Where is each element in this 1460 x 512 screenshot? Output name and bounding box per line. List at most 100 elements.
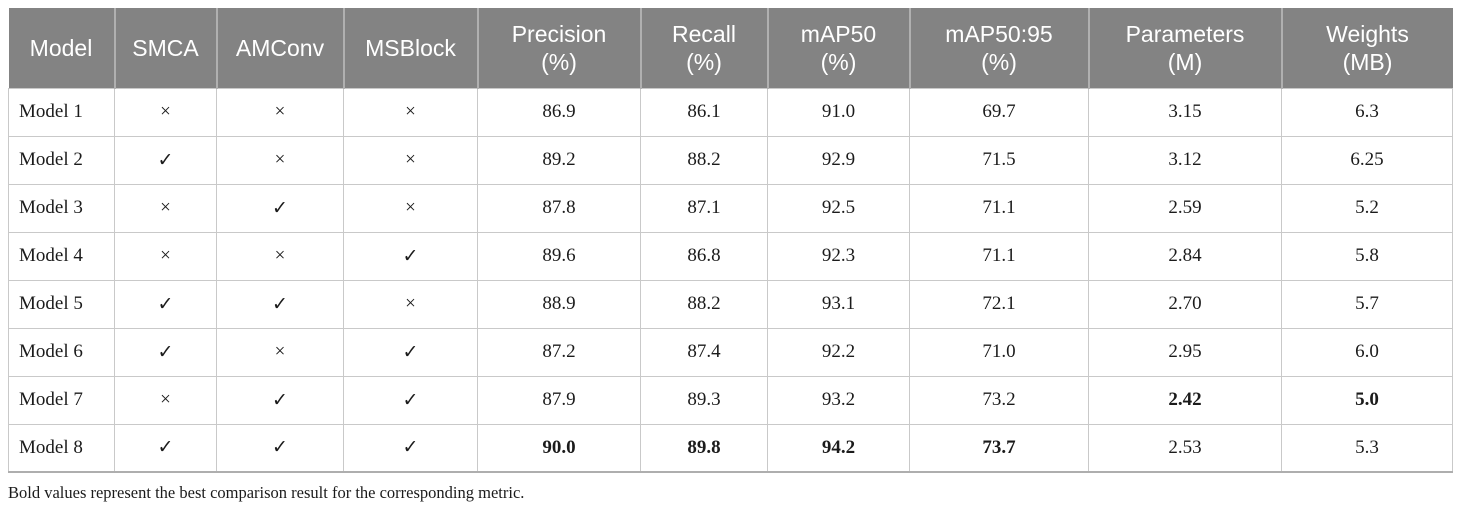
check-mark: ✓ xyxy=(114,279,217,329)
check-mark: ✓ xyxy=(216,183,344,233)
table-body: Model 1 × × × 86.9 86.1 91.0 69.7 3.15 6.3 Model 2… xyxy=(8,87,1453,473)
metric-value-cell: 89.2 xyxy=(477,135,641,185)
cross-mark: × xyxy=(343,87,478,137)
model-name-cell: Model 6 xyxy=(8,327,115,377)
model-name-cell: Model 3 xyxy=(8,183,115,233)
metric-value-cell: 73.7 xyxy=(909,423,1089,473)
column-header: mAP50 (%) xyxy=(766,8,910,88)
metric-value-cell: 72.1 xyxy=(909,279,1089,329)
column-header: SMCA xyxy=(113,8,217,88)
check-mark: ✓ xyxy=(343,327,478,377)
column-header: Weights (MB) xyxy=(1280,8,1453,88)
column-header: Parameters (M) xyxy=(1087,8,1282,88)
metric-value-cell: 89.6 xyxy=(477,231,641,281)
model-name-cell: Model 7 xyxy=(8,375,115,425)
metric-value-cell: 87.2 xyxy=(477,327,641,377)
metric-value-cell: 2.59 xyxy=(1088,183,1282,233)
cross-mark: × xyxy=(216,87,344,137)
metric-value-cell: 71.1 xyxy=(909,231,1089,281)
check-mark: ✓ xyxy=(216,423,344,473)
metric-value-cell: 93.1 xyxy=(767,279,910,329)
metric-value-cell: 92.9 xyxy=(767,135,910,185)
table-row: Model 4 × × ✓ 89.6 86.8 92.3 71.1 2.84 5.8 xyxy=(8,231,1453,281)
table-row: Model 3 × ✓ × 87.8 87.1 92.5 71.1 2.59 5.2 xyxy=(8,183,1453,233)
check-mark: ✓ xyxy=(343,231,478,281)
cross-mark: × xyxy=(114,231,217,281)
column-header: Model xyxy=(8,8,115,88)
cross-mark: × xyxy=(343,279,478,329)
metric-value-cell: 87.9 xyxy=(477,375,641,425)
metric-value-cell: 5.2 xyxy=(1281,183,1453,233)
metric-value-cell: 86.9 xyxy=(477,87,641,137)
model-name-cell: Model 2 xyxy=(8,135,115,185)
metric-value-cell: 5.8 xyxy=(1281,231,1453,281)
cross-mark: × xyxy=(216,135,344,185)
metric-value-cell: 6.3 xyxy=(1281,87,1453,137)
metric-value-cell: 92.3 xyxy=(767,231,910,281)
model-name-cell: Model 8 xyxy=(8,423,115,473)
table-row: Model 2 ✓ × × 89.2 88.2 92.9 71.5 3.12 6.25 xyxy=(8,135,1453,185)
metric-value-cell: 5.7 xyxy=(1281,279,1453,329)
metric-value-cell: 71.5 xyxy=(909,135,1089,185)
table-row: Model 5 ✓ ✓ × 88.9 88.2 93.1 72.1 2.70 5.7 xyxy=(8,279,1453,329)
check-mark: ✓ xyxy=(216,279,344,329)
metric-value-cell: 2.84 xyxy=(1088,231,1282,281)
metric-value-cell: 2.70 xyxy=(1088,279,1282,329)
model-name-cell: Model 1 xyxy=(8,87,115,137)
cross-mark: × xyxy=(343,135,478,185)
check-mark: ✓ xyxy=(114,135,217,185)
metric-value-cell: 90.0 xyxy=(477,423,641,473)
metric-value-cell: 6.0 xyxy=(1281,327,1453,377)
metric-value-cell: 71.1 xyxy=(909,183,1089,233)
cross-mark: × xyxy=(343,183,478,233)
metric-value-cell: 73.2 xyxy=(909,375,1089,425)
metric-value-cell: 87.1 xyxy=(640,183,768,233)
metric-value-cell: 92.5 xyxy=(767,183,910,233)
metric-value-cell: 88.2 xyxy=(640,135,768,185)
check-mark: ✓ xyxy=(114,327,217,377)
header-row: Model SMCA AMConv MSBlock Precision (%) Recal… xyxy=(8,8,1453,88)
metric-value-cell: 89.8 xyxy=(640,423,768,473)
table-row: Model 8 ✓ ✓ ✓ 90.0 89.8 94.2 73.7 2.53 5.3 xyxy=(8,423,1453,473)
ablation-results-table: Model SMCA AMConv MSBlock Precision (%) Recal… xyxy=(8,8,1453,473)
column-header: AMConv xyxy=(215,8,344,88)
model-name-cell: Model 4 xyxy=(8,231,115,281)
metric-value-cell: 86.8 xyxy=(640,231,768,281)
column-header: mAP50:95 (%) xyxy=(908,8,1089,88)
table-row: Model 7 × ✓ ✓ 87.9 89.3 93.2 73.2 2.42 5.0 xyxy=(8,375,1453,425)
metric-value-cell: 94.2 xyxy=(767,423,910,473)
table-row: Model 6 ✓ × ✓ 87.2 87.4 92.2 71.0 2.95 6.0 xyxy=(8,327,1453,377)
table-row: Model 1 × × × 86.9 86.1 91.0 69.7 3.15 6.3 xyxy=(8,87,1453,137)
metric-value-cell: 88.2 xyxy=(640,279,768,329)
metric-value-cell: 89.3 xyxy=(640,375,768,425)
metric-value-cell: 91.0 xyxy=(767,87,910,137)
metric-value-cell: 86.1 xyxy=(640,87,768,137)
cross-mark: × xyxy=(114,375,217,425)
metric-value-cell: 93.2 xyxy=(767,375,910,425)
metric-value-cell: 3.15 xyxy=(1088,87,1282,137)
metric-value-cell: 88.9 xyxy=(477,279,641,329)
metric-value-cell: 6.25 xyxy=(1281,135,1453,185)
cross-mark: × xyxy=(114,87,217,137)
metric-value-cell: 69.7 xyxy=(909,87,1089,137)
metric-value-cell: 3.12 xyxy=(1088,135,1282,185)
metric-value-cell: 2.95 xyxy=(1088,327,1282,377)
check-mark: ✓ xyxy=(114,423,217,473)
cross-mark: × xyxy=(216,327,344,377)
cross-mark: × xyxy=(114,183,217,233)
metric-value-cell: 2.53 xyxy=(1088,423,1282,473)
column-header: Precision (%) xyxy=(476,8,641,88)
column-header: MSBlock xyxy=(342,8,478,88)
metric-value-cell: 87.8 xyxy=(477,183,641,233)
cross-mark: × xyxy=(216,231,344,281)
model-name-cell: Model 5 xyxy=(8,279,115,329)
check-mark: ✓ xyxy=(216,375,344,425)
metric-value-cell: 87.4 xyxy=(640,327,768,377)
metric-value-cell: 2.42 xyxy=(1088,375,1282,425)
metric-value-cell: 5.3 xyxy=(1281,423,1453,473)
metric-value-cell: 92.2 xyxy=(767,327,910,377)
table-footnote: Bold values represent the best compariso… xyxy=(8,483,525,502)
metric-value-cell: 71.0 xyxy=(909,327,1089,377)
check-mark: ✓ xyxy=(343,423,478,473)
